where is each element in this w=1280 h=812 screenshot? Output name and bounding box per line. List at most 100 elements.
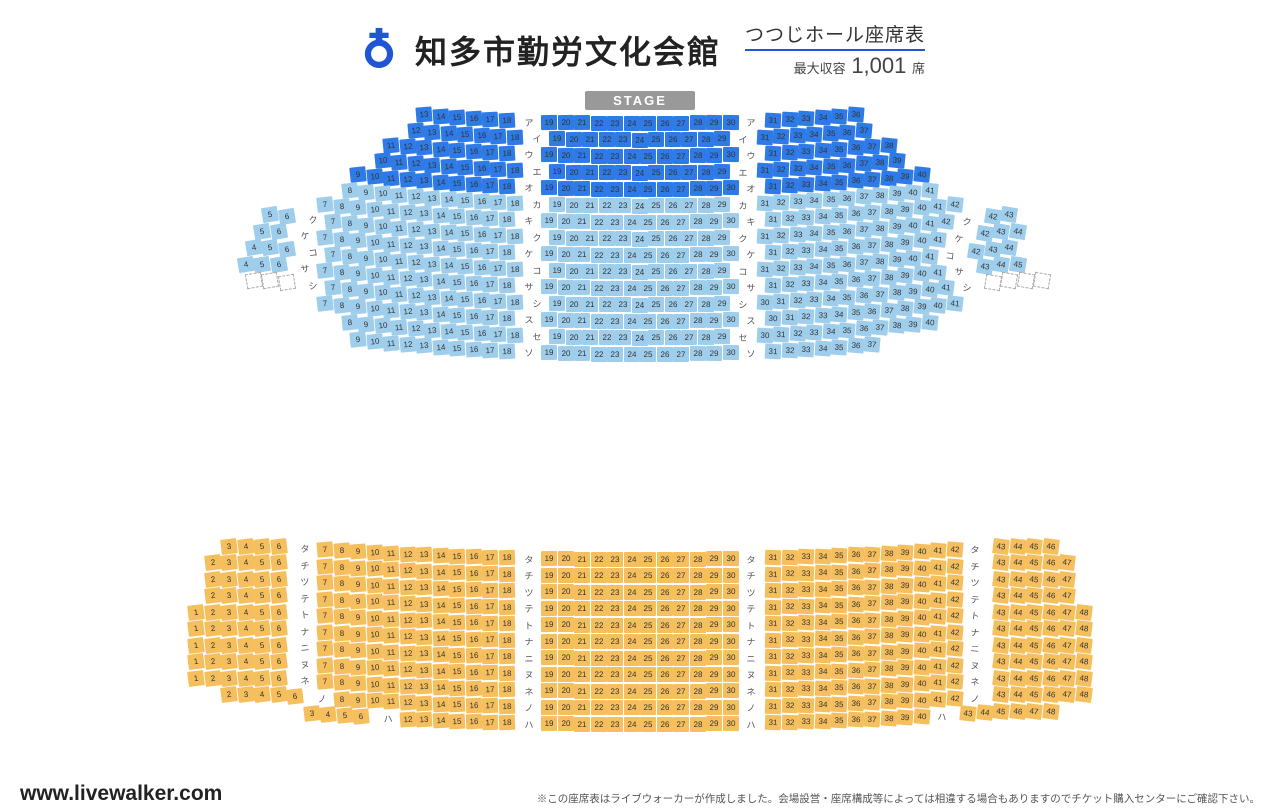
row-label: ツ [298, 575, 311, 589]
seat: 8 [341, 314, 359, 331]
seat: 38 [880, 694, 897, 710]
seat: 11 [382, 236, 399, 252]
seat: 4 [237, 653, 255, 670]
seat: 28 [698, 264, 714, 279]
seat: 14 [432, 663, 449, 679]
seat: 11 [391, 154, 408, 170]
row-label: ニ [745, 652, 757, 665]
seat: 30 [722, 312, 738, 327]
seat: 23 [607, 314, 623, 329]
seat: 17 [482, 549, 499, 565]
seat: 7 [316, 541, 333, 557]
seat: 43 [992, 686, 1010, 703]
row-label: ノ [745, 701, 757, 714]
seat: 41 [929, 198, 947, 215]
seat: 14 [432, 339, 449, 355]
seat: 34 [806, 225, 823, 241]
seat: 48 [1075, 604, 1093, 621]
seat: 32 [773, 260, 790, 276]
seat: 31 [765, 112, 782, 128]
seat: 33 [806, 324, 823, 340]
seat: 3 [220, 604, 238, 621]
seat: 31 [773, 293, 790, 309]
seat: 17 [482, 111, 499, 127]
seat: 41 [929, 608, 946, 624]
seat: 37 [863, 171, 880, 187]
seat: 23 [607, 281, 623, 296]
seat: 37 [855, 255, 872, 271]
row-label: ノ [315, 691, 328, 705]
seat: 25 [640, 585, 656, 600]
row-label: チ [523, 569, 535, 582]
seat: 35 [830, 240, 847, 256]
seat: 11 [382, 545, 399, 561]
seat: 30 [722, 551, 738, 566]
seat: 16 [473, 160, 490, 176]
seat: 27 [673, 182, 689, 197]
seat: 32 [781, 111, 798, 127]
seat: 9 [358, 250, 375, 267]
seat: 15 [457, 126, 474, 142]
seat: 6 [286, 688, 304, 705]
seat: 33 [789, 259, 806, 275]
seat: 3 [220, 637, 238, 654]
seat: 29 [706, 568, 722, 583]
seat: 22 [590, 700, 606, 715]
row-label: サ [952, 264, 965, 278]
seat: 41 [929, 264, 947, 281]
seat: 13 [415, 206, 432, 222]
seat: 12 [399, 711, 416, 727]
seat: 26 [656, 634, 672, 649]
seat: 19 [541, 601, 557, 616]
row-label: ニ [298, 641, 311, 655]
seat: 7 [316, 574, 333, 590]
seat: 5 [253, 670, 271, 687]
seat [984, 273, 1002, 290]
seat: 33 [798, 549, 815, 565]
row-label: コ [306, 245, 320, 259]
seat: 24 [632, 298, 648, 313]
seat: 3 [220, 571, 238, 588]
seat: 12 [407, 222, 424, 238]
seat: 29 [706, 247, 722, 262]
seat: 13 [416, 712, 433, 728]
seat: 6 [269, 223, 287, 240]
seat: 31 [765, 566, 782, 582]
seat: 36 [847, 239, 864, 255]
seat: 14 [432, 174, 449, 190]
seat: 26 [656, 347, 672, 362]
seat: 13 [424, 322, 441, 338]
seat: 32 [781, 698, 798, 714]
row-label: ケ [745, 248, 757, 261]
seat: 16 [465, 308, 482, 324]
seat: 37 [864, 695, 881, 711]
seat: 14 [440, 290, 457, 306]
seat: 26 [656, 684, 672, 699]
seat: 28 [689, 684, 705, 699]
seat: 17 [482, 681, 499, 697]
seating-chart: 192021222324252627282930アア18171615141331… [0, 116, 1280, 756]
seat: 37 [864, 662, 881, 678]
seat: 36 [855, 288, 872, 304]
seat: 9 [349, 167, 367, 184]
seat: 9 [358, 283, 375, 300]
seat: 17 [482, 566, 499, 582]
seat: 19 [541, 716, 557, 731]
seat: 33 [798, 681, 815, 697]
seat: 11 [382, 170, 399, 186]
seat: 13 [416, 547, 433, 563]
seat: 45 [1025, 604, 1043, 621]
seat: 18 [498, 310, 515, 326]
seat: 36 [847, 563, 864, 579]
seat: 22 [599, 165, 615, 180]
seat: 36 [847, 206, 864, 222]
seat: 42 [946, 558, 963, 574]
row-label: イ [531, 132, 543, 145]
seat: 40 [913, 692, 930, 708]
seat: 19 [541, 180, 557, 195]
seat: 32 [781, 243, 798, 259]
seat: 40 [913, 593, 930, 609]
seat: 5 [253, 554, 271, 571]
seat: 11 [382, 137, 399, 153]
seat: 26 [656, 601, 672, 616]
